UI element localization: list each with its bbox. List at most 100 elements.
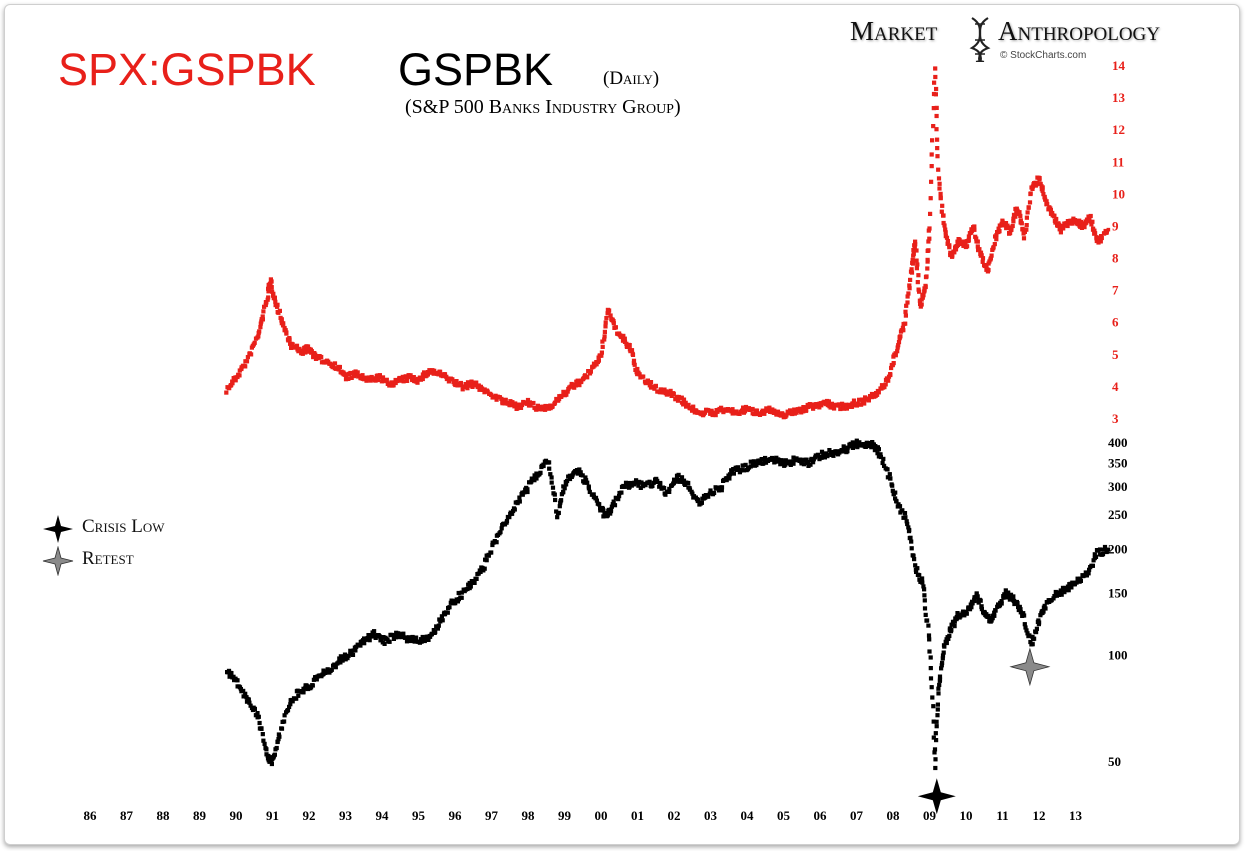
price-series-point [1078, 578, 1083, 583]
x-tick-label: 12 [1033, 808, 1046, 823]
ratio-series-point [933, 74, 938, 80]
price-series-point [978, 598, 983, 603]
ratio-y-tick-label: 10 [1112, 186, 1125, 201]
price-series-point [969, 605, 974, 610]
ratio-series-point [980, 256, 986, 261]
price-series-point [934, 724, 939, 729]
price-series-point [935, 702, 940, 707]
ratio-series-point [332, 361, 338, 366]
ratio-series-point [1011, 219, 1016, 224]
price-series-point [902, 510, 908, 516]
ratio-series-point [903, 321, 908, 326]
x-tick-label: 97 [485, 808, 499, 823]
price-series-point [903, 515, 908, 520]
price-series-point [517, 499, 522, 504]
ratio-series-point [931, 124, 936, 129]
ratio-series-dots [224, 66, 1111, 420]
price-series-point [538, 470, 543, 475]
ratio-series-point [277, 308, 283, 314]
price-series-point [658, 481, 663, 486]
legend-label-crisis-low: Crisis Low [82, 516, 165, 537]
ratio-series-point [929, 164, 934, 169]
price-series-point [931, 704, 936, 709]
ratio-series-point [230, 381, 235, 386]
x-tick-label: 98 [522, 808, 536, 823]
price-series-point [362, 641, 367, 646]
price-series-point [550, 485, 556, 490]
price-y-axis: 50 100 150 200 250 300 350 400 [1108, 435, 1128, 769]
price-series-point [923, 612, 928, 617]
price-series-point [808, 462, 813, 467]
price-series-point [484, 558, 489, 563]
price-series-point [934, 719, 939, 724]
ratio-series-point [937, 186, 942, 191]
ratio-series-point [910, 257, 915, 263]
ratio-series-point [829, 401, 835, 406]
price-series-point [922, 606, 928, 611]
price-series-point [942, 644, 947, 649]
ratio-series-point [1040, 185, 1045, 190]
ratio-series-point [648, 379, 654, 385]
x-tick-label: 91 [266, 808, 279, 823]
price-series-point [255, 710, 260, 716]
price-y-tick-label: 150 [1108, 585, 1128, 600]
price-series-point [885, 467, 890, 472]
price-series-point [404, 639, 410, 644]
ratio-series-point [1024, 223, 1029, 228]
ratio-series-point [531, 400, 536, 406]
ratio-series-point [936, 176, 942, 181]
price-series-point [468, 584, 473, 589]
ratio-series-point [914, 258, 919, 263]
x-tick-label: 93 [339, 808, 353, 823]
price-series-point [743, 462, 748, 468]
ratio-series-point [1058, 230, 1063, 235]
ratio-series-point [910, 261, 916, 266]
ratio-series-point [938, 191, 943, 197]
price-series-point [433, 629, 438, 635]
price-series-point [893, 490, 898, 495]
price-series-point [494, 540, 499, 545]
price-series-point [611, 499, 616, 504]
legend-label-retest: Retest [82, 548, 134, 569]
ratio-series-point [513, 401, 518, 406]
gray-star-icon [42, 546, 74, 576]
price-series-point [243, 691, 248, 696]
price-series-point [936, 691, 941, 696]
ratio-series-point [630, 352, 636, 358]
price-series-point [920, 580, 925, 585]
ratio-series-point [886, 378, 891, 383]
price-series-point [949, 627, 954, 632]
ratio-series-point [279, 317, 284, 322]
price-series-point [563, 482, 569, 487]
ratio-y-tick-label: 6 [1112, 315, 1119, 330]
ratio-series-point [935, 154, 940, 159]
price-series-point [926, 633, 932, 638]
ratio-series-point [862, 401, 867, 406]
chart-markers [917, 647, 1051, 815]
ratio-series-point [851, 398, 857, 403]
price-series-point [549, 475, 554, 480]
price-series-point [350, 652, 356, 657]
price-series-point [1030, 642, 1035, 647]
price-series-point [1097, 547, 1103, 552]
price-series-point [897, 504, 903, 509]
ratio-series-point [923, 284, 928, 290]
ratio-series-point [691, 404, 696, 409]
price-series-point [922, 598, 927, 603]
x-tick-label: 04 [741, 808, 755, 823]
ratio-series-point [1028, 191, 1033, 196]
ratio-series-point [346, 376, 351, 382]
ratio-series-point [1025, 210, 1030, 215]
price-series-point [908, 535, 913, 540]
price-series-point [881, 456, 886, 462]
ratio-series-point [931, 80, 937, 85]
price-series-point [791, 461, 796, 466]
brand-name-right: Anthropology [998, 16, 1160, 46]
price-series-point [367, 638, 372, 643]
ratio-series-point [994, 237, 999, 242]
price-series-point [927, 637, 932, 642]
ratio-series-point [913, 242, 918, 247]
ratio-series-point [929, 152, 934, 157]
ratio-series-point [404, 378, 410, 384]
ratio-series-point [903, 309, 908, 314]
